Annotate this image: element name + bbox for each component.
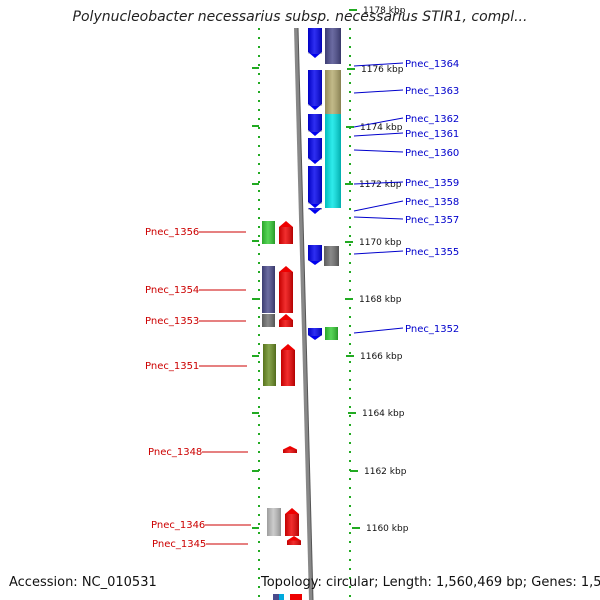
reverse-gene-label[interactable]: Pnec_1348 [148, 447, 202, 458]
cog-block-forward[interactable] [325, 114, 341, 136]
ruler-tick-label: 1164 kbp [362, 409, 405, 419]
forward-gene-label[interactable]: Pnec_1352 [405, 324, 459, 335]
reverse-gene-arrow[interactable] [279, 221, 293, 244]
gene-label-connector [353, 250, 404, 255]
accession-text: Accession: NC_010531 [9, 575, 157, 590]
reverse-gene-arrow[interactable] [287, 536, 301, 545]
cog-block-reverse[interactable] [262, 314, 275, 327]
gene-label-connector [353, 200, 404, 212]
forward-gene-label[interactable]: Pnec_1358 [405, 197, 459, 208]
cog-block-forward[interactable] [325, 150, 341, 208]
forward-gene-label[interactable]: Pnec_1357 [405, 215, 459, 226]
gene-label-connector [353, 216, 404, 220]
ruler-tick-label: 1178 kbp [363, 6, 406, 16]
reverse-gene-label[interactable]: Pnec_1353 [145, 316, 199, 327]
gene-label-connector [353, 149, 404, 153]
cog-block-forward[interactable] [325, 28, 341, 64]
reverse-gene-arrow[interactable] [281, 344, 295, 386]
forward-gene-label[interactable]: Pnec_1363 [405, 86, 459, 97]
gene-label-connector [353, 181, 404, 185]
ruler-tick-label: 1166 kbp [360, 352, 403, 362]
reverse-gene-label[interactable]: Pnec_1354 [145, 285, 199, 296]
reverse-gene-label[interactable]: Pnec_1346 [151, 520, 205, 531]
reverse-gene-label[interactable]: Pnec_1356 [145, 227, 199, 238]
cog-block-reverse[interactable] [262, 266, 275, 313]
cog-block-forward[interactable] [324, 246, 339, 266]
cog-block-forward[interactable] [325, 136, 341, 150]
gene-label-connector [353, 327, 404, 334]
forward-gene-arrow[interactable] [308, 28, 322, 58]
ruler-tick-label: 1176 kbp [361, 65, 404, 75]
gene-label-connector [353, 89, 404, 94]
genome-backbone [294, 27, 313, 600]
forward-gene-label[interactable]: Pnec_1361 [405, 129, 459, 140]
gene-label-connector [353, 117, 404, 128]
reverse-gene-arrow[interactable] [279, 266, 293, 313]
cog-block-reverse[interactable] [263, 344, 276, 386]
forward-gene-arrow[interactable] [308, 114, 322, 136]
forward-gene-label[interactable]: Pnec_1359 [405, 178, 459, 189]
genome-backbone-shadow [297, 27, 314, 600]
gene-label-connector [353, 62, 404, 67]
ruler-tick-label: 1174 kbp [360, 123, 403, 133]
genome-summary-text: Topology: circular; Length: 1,560,469 bp… [261, 575, 600, 590]
gene-label-connector [353, 132, 404, 137]
cog-block-reverse[interactable] [267, 508, 281, 536]
forward-gene-arrow[interactable] [308, 70, 322, 110]
reverse-gene-label[interactable]: Pnec_1351 [145, 361, 199, 372]
forward-gene-label[interactable]: Pnec_1364 [405, 59, 459, 70]
reverse-gene-label[interactable]: Pnec_1345 [152, 539, 206, 550]
forward-gene-arrow[interactable] [308, 166, 322, 208]
cog-block-forward[interactable] [325, 327, 338, 340]
forward-gene-arrow[interactable] [308, 245, 322, 265]
ruler-tick-label: 1160 kbp [366, 524, 409, 534]
forward-gene-label[interactable]: Pnec_1360 [405, 148, 459, 159]
genome-title: Polynucleobacter necessarius subsp. nece… [72, 9, 528, 25]
reverse-gene-arrow[interactable] [279, 314, 293, 327]
ruler-tick-label: 1172 kbp [359, 180, 402, 190]
forward-gene-label[interactable]: Pnec_1362 [405, 114, 459, 125]
forward-gene-label[interactable]: Pnec_1355 [405, 247, 459, 258]
offscreen-gene-stubs [273, 594, 302, 600]
forward-gene-arrow[interactable] [308, 328, 322, 340]
reverse-gene-arrow[interactable] [283, 446, 297, 453]
forward-gene-arrow[interactable] [308, 208, 322, 214]
ruler-tick-label: 1162 kbp [364, 467, 407, 477]
reverse-gene-arrow[interactable] [285, 508, 299, 536]
cog-block-reverse[interactable] [262, 221, 275, 244]
forward-gene-arrow[interactable] [308, 138, 322, 164]
cog-block-forward[interactable] [325, 70, 341, 114]
ruler-tick-label: 1168 kbp [359, 295, 402, 305]
ruler-tick-label: 1170 kbp [359, 238, 402, 248]
